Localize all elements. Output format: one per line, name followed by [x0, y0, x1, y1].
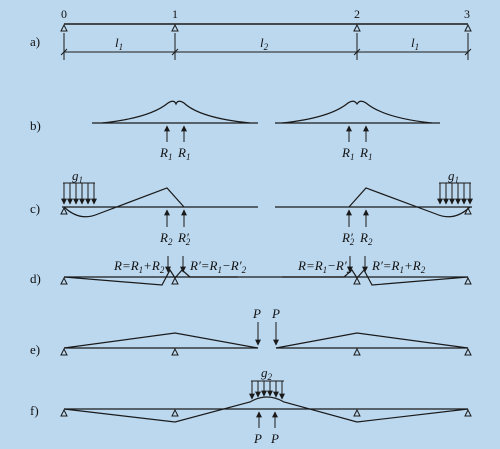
label-R2p-c-right: R′2 — [341, 230, 355, 247]
moment-line-f — [63, 396, 469, 423]
row-label-a: a) — [30, 34, 40, 49]
distributed-load-g1-right — [437, 183, 473, 205]
support-2 — [353, 23, 361, 32]
node-label-2: 2 — [354, 7, 360, 21]
label-R2-c-left: R2 — [159, 230, 173, 247]
node-label-0: 0 — [61, 7, 67, 21]
label-R1-b3: R1 — [341, 145, 354, 162]
moment-line-e-left — [63, 332, 259, 349]
distributed-load-g2 — [249, 381, 285, 400]
label-g1-left: g1 — [72, 168, 83, 185]
moment-curve-c-right — [348, 187, 471, 218]
equation-d-left-1: R=R1+R2 — [113, 258, 165, 275]
label-R2p-c-left: R′2 — [177, 230, 191, 247]
label-g2: g2 — [261, 365, 273, 382]
equation-d-right-1: R=R1−R′2 — [297, 258, 352, 275]
row-label-f: f) — [30, 403, 39, 418]
support-1 — [171, 23, 179, 32]
supports-a — [60, 23, 472, 32]
row-b: b) R1 R1 R1 R1 — [30, 100, 440, 162]
moment-curve-c-left — [63, 187, 185, 218]
node-label-3: 3 — [464, 7, 470, 21]
equation-d-left-2: R′=R1−R′2 — [189, 258, 247, 275]
row-c: c) g1 g1 R2 — [30, 168, 473, 247]
span-label-l2: l2 — [260, 35, 269, 52]
label-R1-b2: R1 — [177, 145, 190, 162]
label-R1-b4: R1 — [359, 145, 372, 162]
span-label-l1-right: l1 — [411, 35, 419, 52]
row-f: f) g2 P P — [30, 365, 472, 446]
row-e: e) P P — [30, 306, 472, 357]
row-label-b: b) — [30, 118, 41, 133]
moment-curve-b-left — [101, 100, 251, 124]
label-R1-b1: R1 — [159, 145, 172, 162]
support-3 — [464, 23, 472, 32]
row-a: a) 0 1 2 3 l1 l2 l1 — [30, 7, 472, 60]
row-label-c: c) — [30, 201, 40, 216]
row-label-e: e) — [30, 342, 40, 357]
label-R2-c-right: R2 — [359, 230, 373, 247]
label-g1-right: g1 — [448, 168, 459, 185]
label-P-e-right: P — [271, 306, 280, 321]
row-label-d: d) — [30, 271, 41, 286]
equation-d-right-2: R′=R1+R2 — [371, 258, 426, 275]
node-label-1: 1 — [172, 7, 178, 21]
moment-line-e-right — [275, 332, 469, 349]
moment-curve-b-right — [281, 100, 433, 124]
row-d: d) R=R1+R2 R′=R1−R′2 R=R1−R′2 R′=R1+R2 — [30, 256, 472, 286]
label-P-f-left: P — [253, 431, 262, 446]
label-P-e-left: P — [252, 306, 261, 321]
span-label-l1-left: l1 — [115, 35, 123, 52]
support-0 — [60, 23, 68, 32]
label-P-f-right: P — [270, 431, 279, 446]
distributed-load-g1-left — [61, 183, 97, 205]
